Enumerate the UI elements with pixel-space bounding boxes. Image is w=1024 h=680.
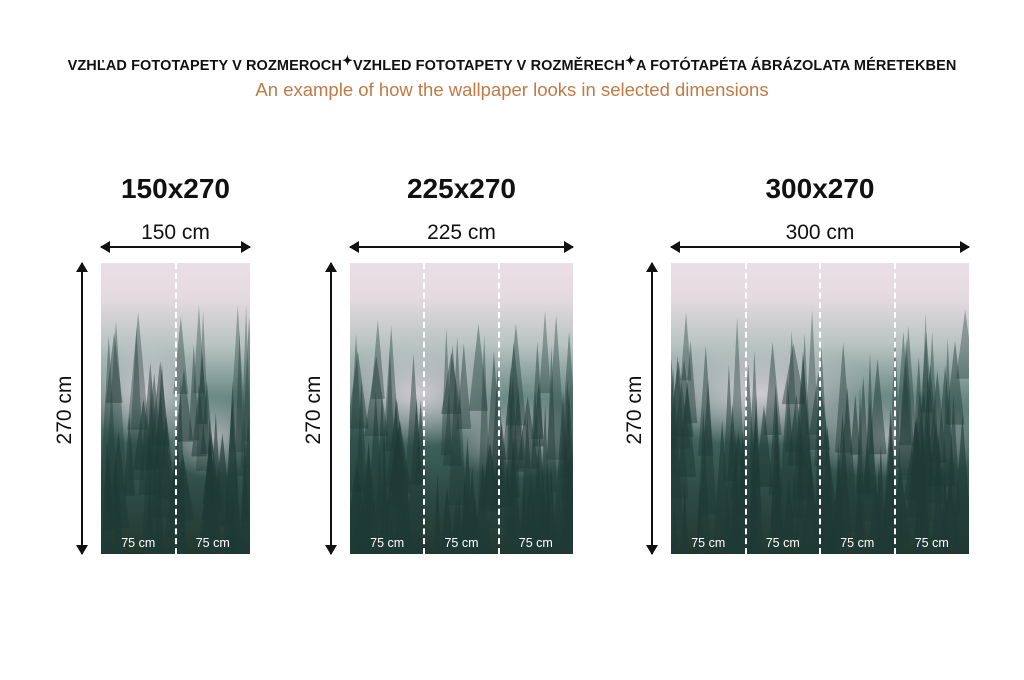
- subtitle: An example of how the wallpaper looks in…: [255, 79, 769, 100]
- width-arrow-icon: [349, 241, 574, 253]
- heading-cz: VZHLED FOTOTAPETY V ROZMĚRECH: [352, 58, 625, 74]
- panel-width-label: 75 cm: [195, 536, 230, 550]
- wallpaper-preview: 75 cm 75 cm 75 cm 75 cm: [671, 263, 969, 554]
- height-label: 270 cm: [302, 375, 325, 445]
- panel-seam: [497, 263, 500, 554]
- panel-width-label: 75 cm: [370, 536, 405, 550]
- panel-seam: [819, 263, 821, 554]
- height-label: 270 cm: [623, 375, 646, 445]
- wallpaper-preview: 75 cm 75 cm 75 cm: [350, 263, 573, 554]
- panel-width-label: 75 cm: [765, 536, 800, 550]
- panel-seam: [174, 263, 177, 554]
- panel-title: 300x270: [765, 173, 875, 204]
- panel-width-label: 75 cm: [914, 536, 949, 550]
- forest-image: [350, 310, 573, 554]
- panel-width-label: 75 cm: [121, 536, 156, 550]
- panel-width-label: 75 cm: [691, 536, 726, 550]
- width-label: 225 cm: [427, 221, 496, 244]
- width-label: 300 cm: [785, 221, 855, 244]
- panel-seam: [423, 263, 426, 554]
- panel-width-label: 75 cm: [840, 536, 875, 550]
- heading-hu: A FOTÓTAPÉTA ÁBRÁZOLATA MÉRETEKBEN: [635, 58, 957, 74]
- forest-image: [671, 310, 969, 554]
- heading-sk: VZHĽAD FOTOTAPETY V ROZMEROCH: [67, 58, 342, 74]
- height-label: 270 cm: [53, 375, 76, 445]
- panel-seam: [893, 263, 896, 554]
- width-arrow-icon: [670, 241, 970, 253]
- forest-image: [101, 304, 250, 554]
- height-arrow-icon: [646, 262, 658, 555]
- wallpaper-preview: 75 cm 75 cm: [101, 263, 250, 554]
- height-arrow-icon: [76, 262, 88, 555]
- heading-multilingual: VZHĽAD FOTOTAPETY V ROZMEROCH✦VZHLED FOT…: [0, 53, 1024, 74]
- sparkle-icon: ✦: [624, 53, 636, 68]
- width-label: 150 cm: [141, 221, 210, 244]
- panel-title: 150x270: [120, 173, 230, 204]
- panel-width-label: 75 cm: [444, 536, 479, 550]
- panel-title: 225x270: [406, 173, 516, 204]
- height-arrow-icon: [325, 262, 337, 555]
- panel-width-label: 75 cm: [518, 536, 553, 550]
- width-arrow-icon: [100, 241, 251, 253]
- sparkle-icon: ✦: [341, 53, 353, 68]
- panel-seam: [744, 263, 747, 554]
